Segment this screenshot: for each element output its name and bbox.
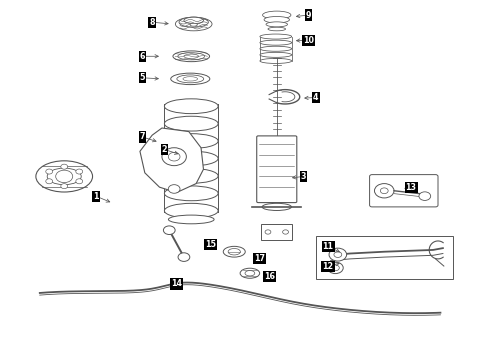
Ellipse shape (184, 17, 203, 24)
Circle shape (76, 179, 83, 184)
Ellipse shape (164, 168, 218, 183)
Circle shape (168, 152, 180, 161)
Ellipse shape (173, 51, 210, 62)
Ellipse shape (262, 203, 292, 211)
Circle shape (56, 170, 73, 183)
Ellipse shape (47, 168, 81, 185)
Text: 12: 12 (322, 262, 334, 271)
Ellipse shape (260, 34, 292, 39)
Text: 7: 7 (140, 132, 145, 141)
FancyBboxPatch shape (261, 224, 293, 240)
Circle shape (178, 253, 190, 261)
Ellipse shape (171, 73, 210, 85)
Ellipse shape (164, 203, 218, 218)
Ellipse shape (190, 23, 197, 26)
Circle shape (61, 184, 68, 189)
Ellipse shape (164, 116, 218, 131)
Ellipse shape (260, 58, 292, 63)
Ellipse shape (164, 151, 218, 166)
Ellipse shape (264, 17, 290, 23)
Circle shape (46, 179, 52, 184)
Text: 1: 1 (93, 192, 98, 201)
Ellipse shape (266, 22, 288, 27)
FancyBboxPatch shape (257, 136, 297, 203)
Text: 13: 13 (406, 183, 416, 192)
Ellipse shape (268, 27, 286, 31)
Ellipse shape (36, 161, 93, 192)
Ellipse shape (260, 46, 292, 51)
Circle shape (76, 169, 83, 174)
Ellipse shape (263, 11, 291, 19)
Ellipse shape (245, 271, 255, 276)
Text: 8: 8 (149, 18, 155, 27)
Circle shape (329, 248, 346, 261)
Ellipse shape (164, 99, 218, 114)
FancyBboxPatch shape (316, 235, 453, 279)
Ellipse shape (228, 248, 241, 255)
Text: 4: 4 (313, 93, 318, 102)
Circle shape (46, 169, 52, 174)
Text: 5: 5 (140, 73, 145, 82)
Text: 3: 3 (301, 172, 306, 181)
Ellipse shape (179, 17, 208, 27)
Ellipse shape (177, 75, 204, 83)
Ellipse shape (223, 246, 245, 257)
Ellipse shape (183, 77, 197, 81)
Circle shape (334, 252, 342, 257)
Circle shape (331, 265, 339, 271)
Text: 6: 6 (140, 52, 145, 61)
Ellipse shape (164, 186, 218, 201)
Circle shape (419, 192, 431, 201)
Circle shape (163, 226, 175, 234)
Ellipse shape (169, 215, 214, 224)
Text: 9: 9 (306, 10, 311, 19)
Circle shape (265, 230, 271, 234)
Polygon shape (140, 128, 203, 193)
Circle shape (61, 164, 68, 169)
FancyBboxPatch shape (369, 175, 438, 207)
Text: 2: 2 (162, 145, 167, 154)
Circle shape (380, 188, 388, 194)
Circle shape (374, 184, 394, 198)
Text: 14: 14 (171, 279, 182, 288)
Circle shape (283, 230, 289, 234)
Ellipse shape (164, 134, 218, 148)
Circle shape (168, 185, 180, 193)
Ellipse shape (240, 268, 260, 278)
Ellipse shape (178, 53, 205, 60)
Text: 17: 17 (254, 255, 265, 264)
Ellipse shape (260, 52, 292, 57)
Ellipse shape (184, 54, 198, 58)
Text: 11: 11 (322, 242, 334, 251)
Text: 16: 16 (264, 272, 275, 281)
Circle shape (162, 148, 186, 166)
Ellipse shape (260, 40, 292, 45)
Text: 15: 15 (205, 240, 216, 249)
Ellipse shape (175, 17, 212, 31)
Circle shape (328, 262, 343, 274)
Text: 10: 10 (303, 36, 314, 45)
